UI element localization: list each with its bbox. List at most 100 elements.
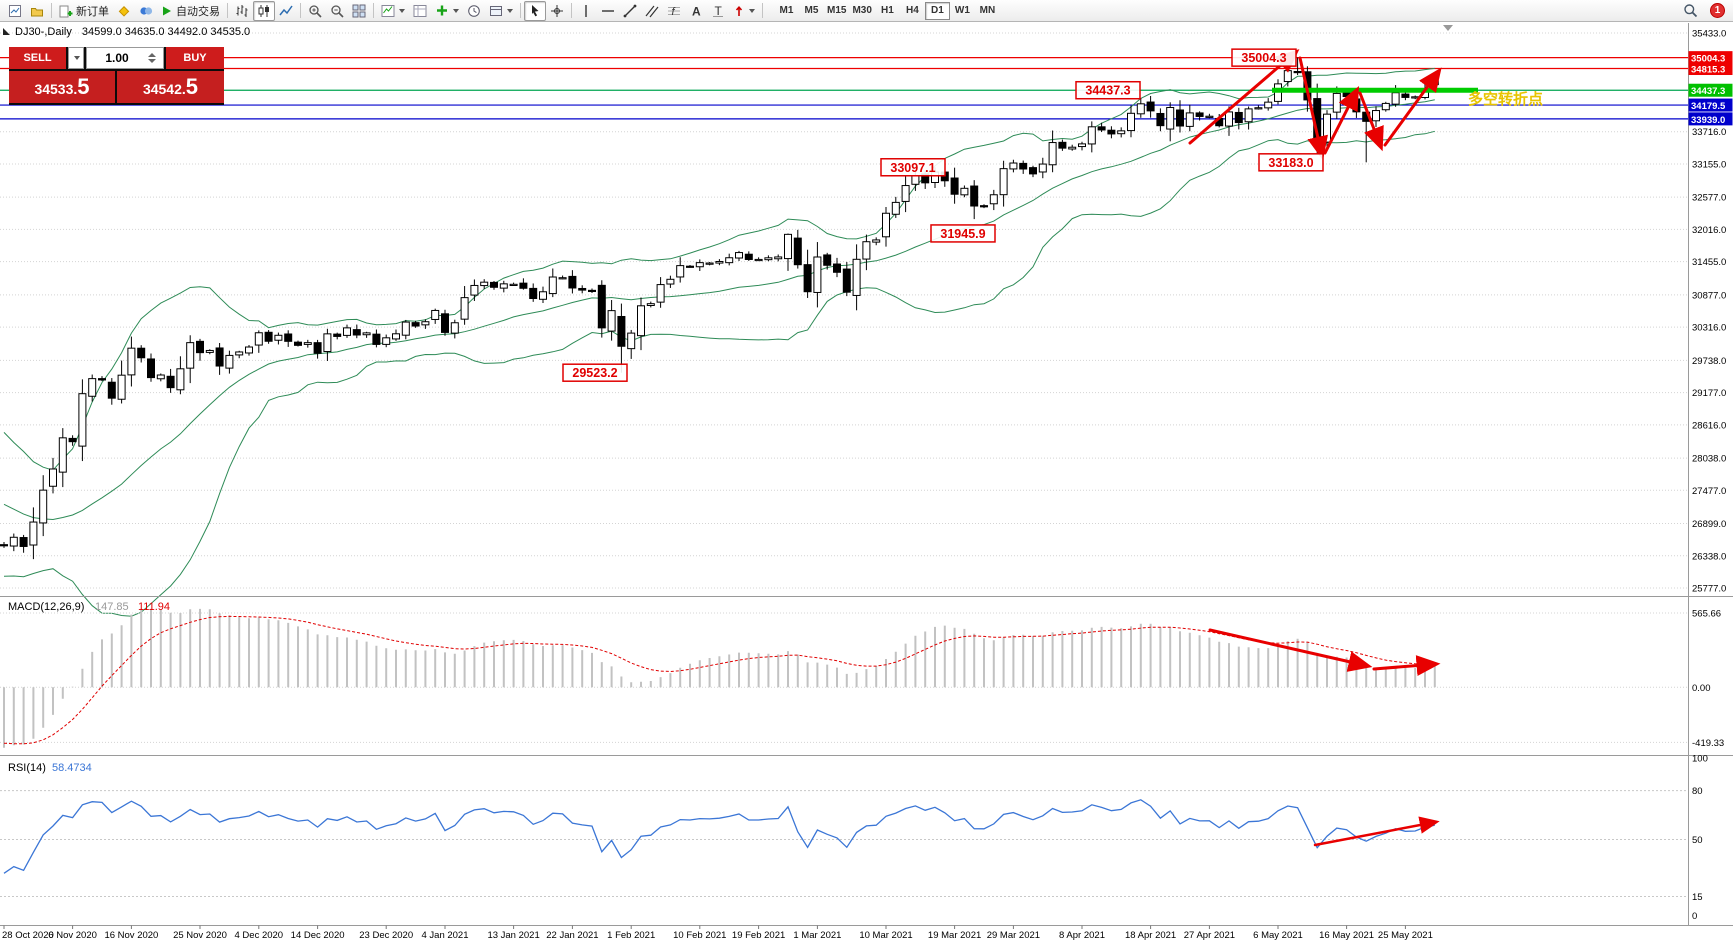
tf-button-H4[interactable]: H4	[906, 5, 919, 16]
buy-price-big-digit: 5	[185, 74, 199, 99]
sell-price[interactable]: 34533. 5	[9, 71, 115, 103]
svg-text:1 Mar 2021: 1 Mar 2021	[793, 930, 841, 941]
ohlc-values: 34599.0 34635.0 34492.0 34535.0	[81, 26, 251, 38]
trend-arrows-rsi[interactable]	[1313, 816, 1440, 847]
svg-text:27 Apr 2021: 27 Apr 2021	[1184, 930, 1235, 941]
add-indicator-button[interactable]	[431, 1, 463, 21]
profiles-button[interactable]	[26, 1, 48, 21]
trendline-button[interactable]	[619, 1, 641, 21]
candlestick-chart-button[interactable]	[253, 0, 275, 21]
notification-badge[interactable]: 1	[1710, 3, 1725, 18]
chart-shift-marker	[1443, 25, 1453, 31]
tf-button-MN[interactable]: MN	[979, 5, 996, 16]
lot-spinner	[148, 53, 156, 63]
tf-button-M1[interactable]: M1	[779, 5, 794, 16]
svg-text:22 Jan 2021: 22 Jan 2021	[546, 930, 598, 941]
toolbar-right: 1	[1679, 1, 1729, 21]
new-order-button[interactable]: 新订单	[55, 1, 113, 21]
separator	[373, 3, 374, 18]
macd-pane[interactable]: MACD(12,26,9) 147.85 111.94	[0, 601, 1688, 748]
svg-text:33097.1: 33097.1	[890, 161, 935, 175]
autotrading-button[interactable]: 自动交易	[157, 1, 224, 21]
separator	[51, 3, 52, 18]
svg-text:0.00: 0.00	[1692, 683, 1711, 694]
metaeditor-button[interactable]	[113, 1, 135, 21]
rsi-pane[interactable]: RSI(14) 58.4734	[0, 762, 1688, 898]
search-button[interactable]	[1679, 1, 1702, 21]
horizontal-level-lines[interactable]	[0, 57, 1688, 120]
dropdown-caret-icon	[749, 8, 755, 13]
tf-button-M30[interactable]: M30	[852, 5, 872, 16]
zoom-out-button[interactable]	[326, 1, 348, 21]
price-annotations[interactable]: 35004.3 34437.3 33097.1 31945.9 29523.2 33183…	[562, 48, 1324, 382]
bar-chart-button[interactable]	[231, 1, 253, 21]
symbol-period-label: DJ30-,Daily	[15, 26, 72, 38]
separator	[571, 3, 572, 18]
svg-text:16 May 2021: 16 May 2021	[1319, 930, 1374, 941]
svg-text:15: 15	[1692, 892, 1703, 903]
expert-advisors-button[interactable]	[135, 1, 157, 21]
trend-arrows-main[interactable]	[1188, 49, 1442, 161]
separator	[762, 3, 763, 18]
horizontal-line-button[interactable]	[597, 1, 619, 21]
cycles-button[interactable]	[463, 1, 485, 21]
tf-button-D1[interactable]: D1	[924, 1, 950, 20]
svg-text:25 May 2021: 25 May 2021	[1378, 930, 1433, 941]
label-button[interactable]: T	[707, 1, 729, 21]
text-button[interactable]: A	[685, 1, 707, 21]
lot-decrease-button[interactable]	[148, 59, 156, 63]
grid-lines	[0, 32, 1688, 589]
svg-text:100: 100	[1692, 754, 1708, 765]
lot-input[interactable]	[87, 49, 147, 67]
tf-button-W1[interactable]: W1	[954, 5, 970, 16]
svg-text:29738.0: 29738.0	[1692, 356, 1726, 367]
svg-text:19 Mar 2021: 19 Mar 2021	[928, 930, 981, 941]
tf-button-H1[interactable]: H1	[881, 5, 894, 16]
price-axis[interactable]: 35433.0 33716.0 33155.0 32577.0 32016.0 31455…	[0, 23, 1733, 926]
vertical-line-button[interactable]	[575, 1, 597, 21]
svg-text:26338.0: 26338.0	[1692, 551, 1726, 562]
svg-text:14 Dec 2020: 14 Dec 2020	[291, 930, 345, 941]
tf-button-M15[interactable]: M15	[827, 5, 847, 16]
svg-text:34437.3: 34437.3	[1691, 86, 1725, 97]
buy-price[interactable]: 34542. 5	[117, 71, 224, 103]
lot-increase-button[interactable]	[148, 53, 156, 57]
fibonacci-button[interactable]: f	[663, 1, 685, 21]
price-badge	[1688, 98, 1733, 112]
data-window-button[interactable]	[409, 1, 431, 21]
sell-button[interactable]: SELL	[9, 47, 66, 69]
line-chart-button[interactable]	[275, 1, 297, 21]
svg-text:RSI(14): RSI(14)	[8, 762, 46, 774]
svg-text:30877.0: 30877.0	[1692, 290, 1726, 301]
zoom-in-button[interactable]	[304, 1, 326, 21]
tf-button-M5[interactable]: M5	[804, 5, 819, 16]
dropdown-caret-icon	[507, 8, 513, 13]
svg-text:50: 50	[1692, 835, 1703, 846]
svg-text:29523.2: 29523.2	[572, 366, 617, 380]
toolbar: 新订单 自动交易 f A T M1 M5 M15 M30 H1 H4 D1 W1 MN 1	[0, 0, 1733, 22]
autotrading-label: 自动交易	[176, 5, 220, 18]
order-type-dropdown[interactable]	[68, 47, 84, 69]
tile-windows-button[interactable]	[348, 1, 370, 21]
indicators-button[interactable]	[377, 1, 409, 21]
candlesticks[interactable]	[0, 57, 1439, 560]
cursor-button[interactable]	[524, 0, 546, 21]
trend-arrows-macd[interactable]	[1208, 628, 1441, 677]
svg-text:6 Nov 2020: 6 Nov 2020	[48, 930, 97, 941]
arrows-button[interactable]	[729, 1, 759, 21]
svg-text:28616.0: 28616.0	[1692, 420, 1726, 431]
svg-text:6 May 2021: 6 May 2021	[1253, 930, 1303, 941]
svg-text:29 Mar 2021: 29 Mar 2021	[987, 930, 1040, 941]
crosshair-button[interactable]	[546, 1, 568, 21]
svg-text:30316.0: 30316.0	[1692, 323, 1726, 334]
templates-button[interactable]	[485, 1, 517, 21]
equidistant-channel-button[interactable]	[641, 1, 663, 21]
svg-text:80: 80	[1692, 786, 1703, 797]
lot-size-field	[86, 47, 164, 69]
buy-button[interactable]: BUY	[166, 47, 224, 69]
one-click-trading-panel: SELL BUY 34533.5 34542.5	[9, 47, 224, 105]
svg-text:31455.0: 31455.0	[1692, 257, 1726, 268]
new-chart-button[interactable]	[4, 1, 26, 21]
